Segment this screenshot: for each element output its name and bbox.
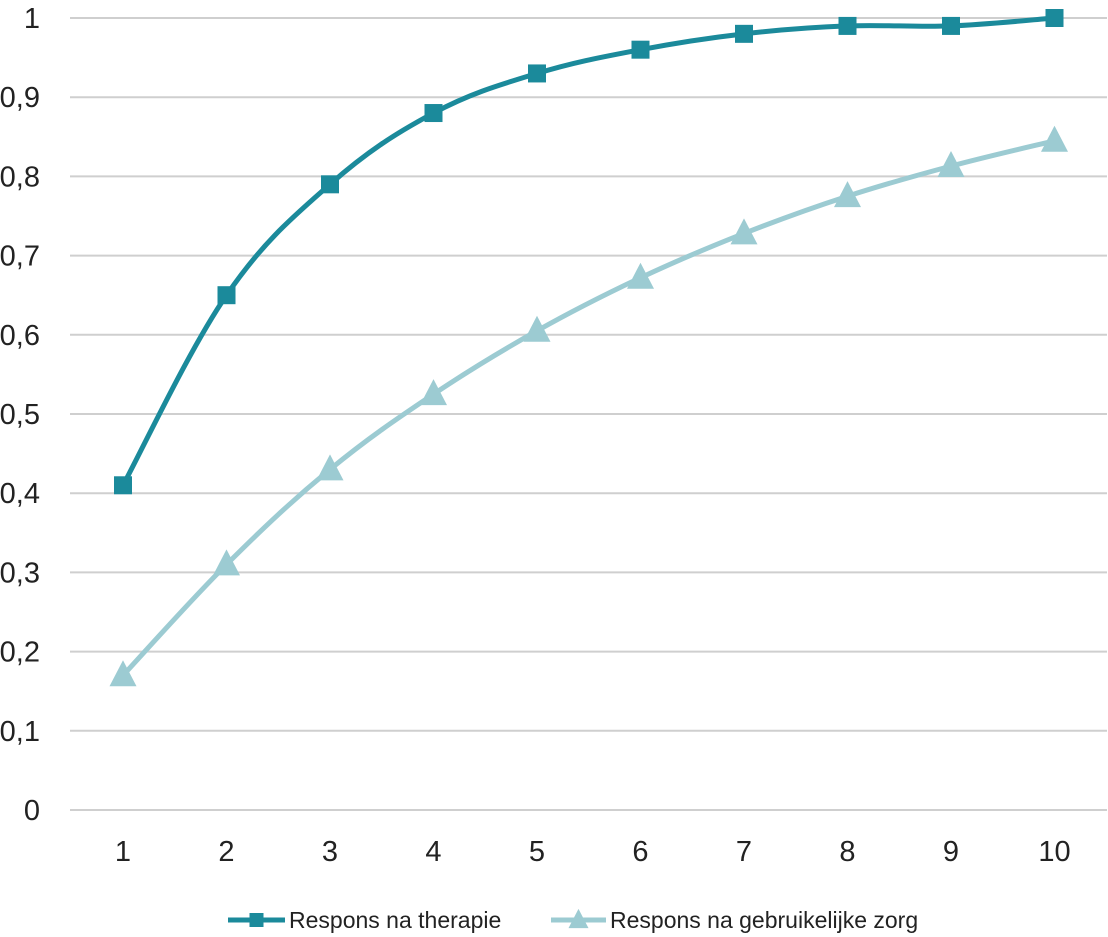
data-point-triangle bbox=[213, 549, 240, 576]
x-tick-label: 5 bbox=[529, 836, 545, 868]
data-point-triangle bbox=[937, 151, 965, 178]
data-point-square bbox=[114, 476, 132, 495]
x-tick-label: 4 bbox=[425, 836, 441, 868]
data-point-triangle bbox=[420, 379, 447, 406]
legend-marker-triangle bbox=[568, 908, 589, 929]
series-layer bbox=[109, 9, 1068, 687]
legend-item: Respons na therapie bbox=[228, 907, 501, 933]
data-point-square bbox=[321, 175, 339, 194]
y-axis-tick-labels: 0 0,1 0,2 0,3 0,4 0,5 0,6 0,7 0,8 0,9 1 bbox=[0, 3, 40, 827]
x-tick-label: 10 bbox=[1038, 836, 1070, 868]
data-point-triangle bbox=[1041, 125, 1068, 152]
y-tick-label: 0,4 bbox=[0, 478, 40, 510]
x-tick-label: 1 bbox=[115, 836, 131, 868]
x-axis-tick-labels: 1 2 3 4 5 6 7 8 9 10 bbox=[115, 836, 1071, 868]
data-point-square bbox=[528, 64, 546, 83]
data-point-triangle bbox=[109, 660, 137, 687]
data-point-triangle bbox=[627, 262, 654, 289]
y-tick-label: 0,3 bbox=[0, 557, 40, 589]
y-tick-label: 0,7 bbox=[0, 241, 40, 273]
y-tick-label: 0,6 bbox=[0, 320, 40, 352]
data-point-triangle bbox=[730, 218, 758, 245]
x-tick-label: 8 bbox=[839, 836, 855, 868]
x-tick-label: 9 bbox=[943, 836, 959, 868]
x-tick-label: 6 bbox=[632, 836, 648, 868]
legend-item: Respons na gebruikelijke zorg bbox=[551, 907, 918, 933]
data-point-square bbox=[942, 16, 960, 35]
y-tick-label: 0,1 bbox=[0, 716, 40, 748]
data-point-square bbox=[735, 24, 753, 43]
x-tick-label: 3 bbox=[322, 836, 338, 868]
data-point-square bbox=[217, 286, 236, 305]
data-point-triangle bbox=[316, 454, 344, 481]
y-tick-label: 0,9 bbox=[0, 82, 40, 114]
data-point-triangle bbox=[834, 181, 861, 208]
y-tick-label: 0 bbox=[24, 795, 40, 827]
legend-label: Respons na gebruikelijke zorg bbox=[610, 907, 918, 933]
gridlines bbox=[70, 17, 1107, 811]
legend-marker-square bbox=[249, 913, 264, 927]
x-tick-label: 2 bbox=[218, 836, 234, 868]
y-tick-label: 0,2 bbox=[0, 637, 40, 669]
y-tick-label: 1 bbox=[24, 3, 40, 35]
legend-label: Respons na therapie bbox=[289, 907, 501, 933]
data-point-square bbox=[424, 104, 443, 123]
y-tick-label: 0,8 bbox=[0, 161, 40, 193]
data-point-square bbox=[631, 40, 650, 59]
legend: Respons na therapie Respons na gebruikeli… bbox=[228, 907, 918, 933]
data-point-square bbox=[838, 16, 857, 35]
y-tick-label: 0,5 bbox=[0, 399, 40, 431]
series-1 bbox=[114, 9, 1064, 495]
data-point-square bbox=[1045, 9, 1064, 27]
data-point-triangle bbox=[523, 315, 551, 342]
series-2 bbox=[109, 125, 1068, 687]
x-tick-label: 7 bbox=[736, 836, 752, 868]
series-line bbox=[120, 15, 1057, 488]
series-line bbox=[120, 138, 1057, 678]
